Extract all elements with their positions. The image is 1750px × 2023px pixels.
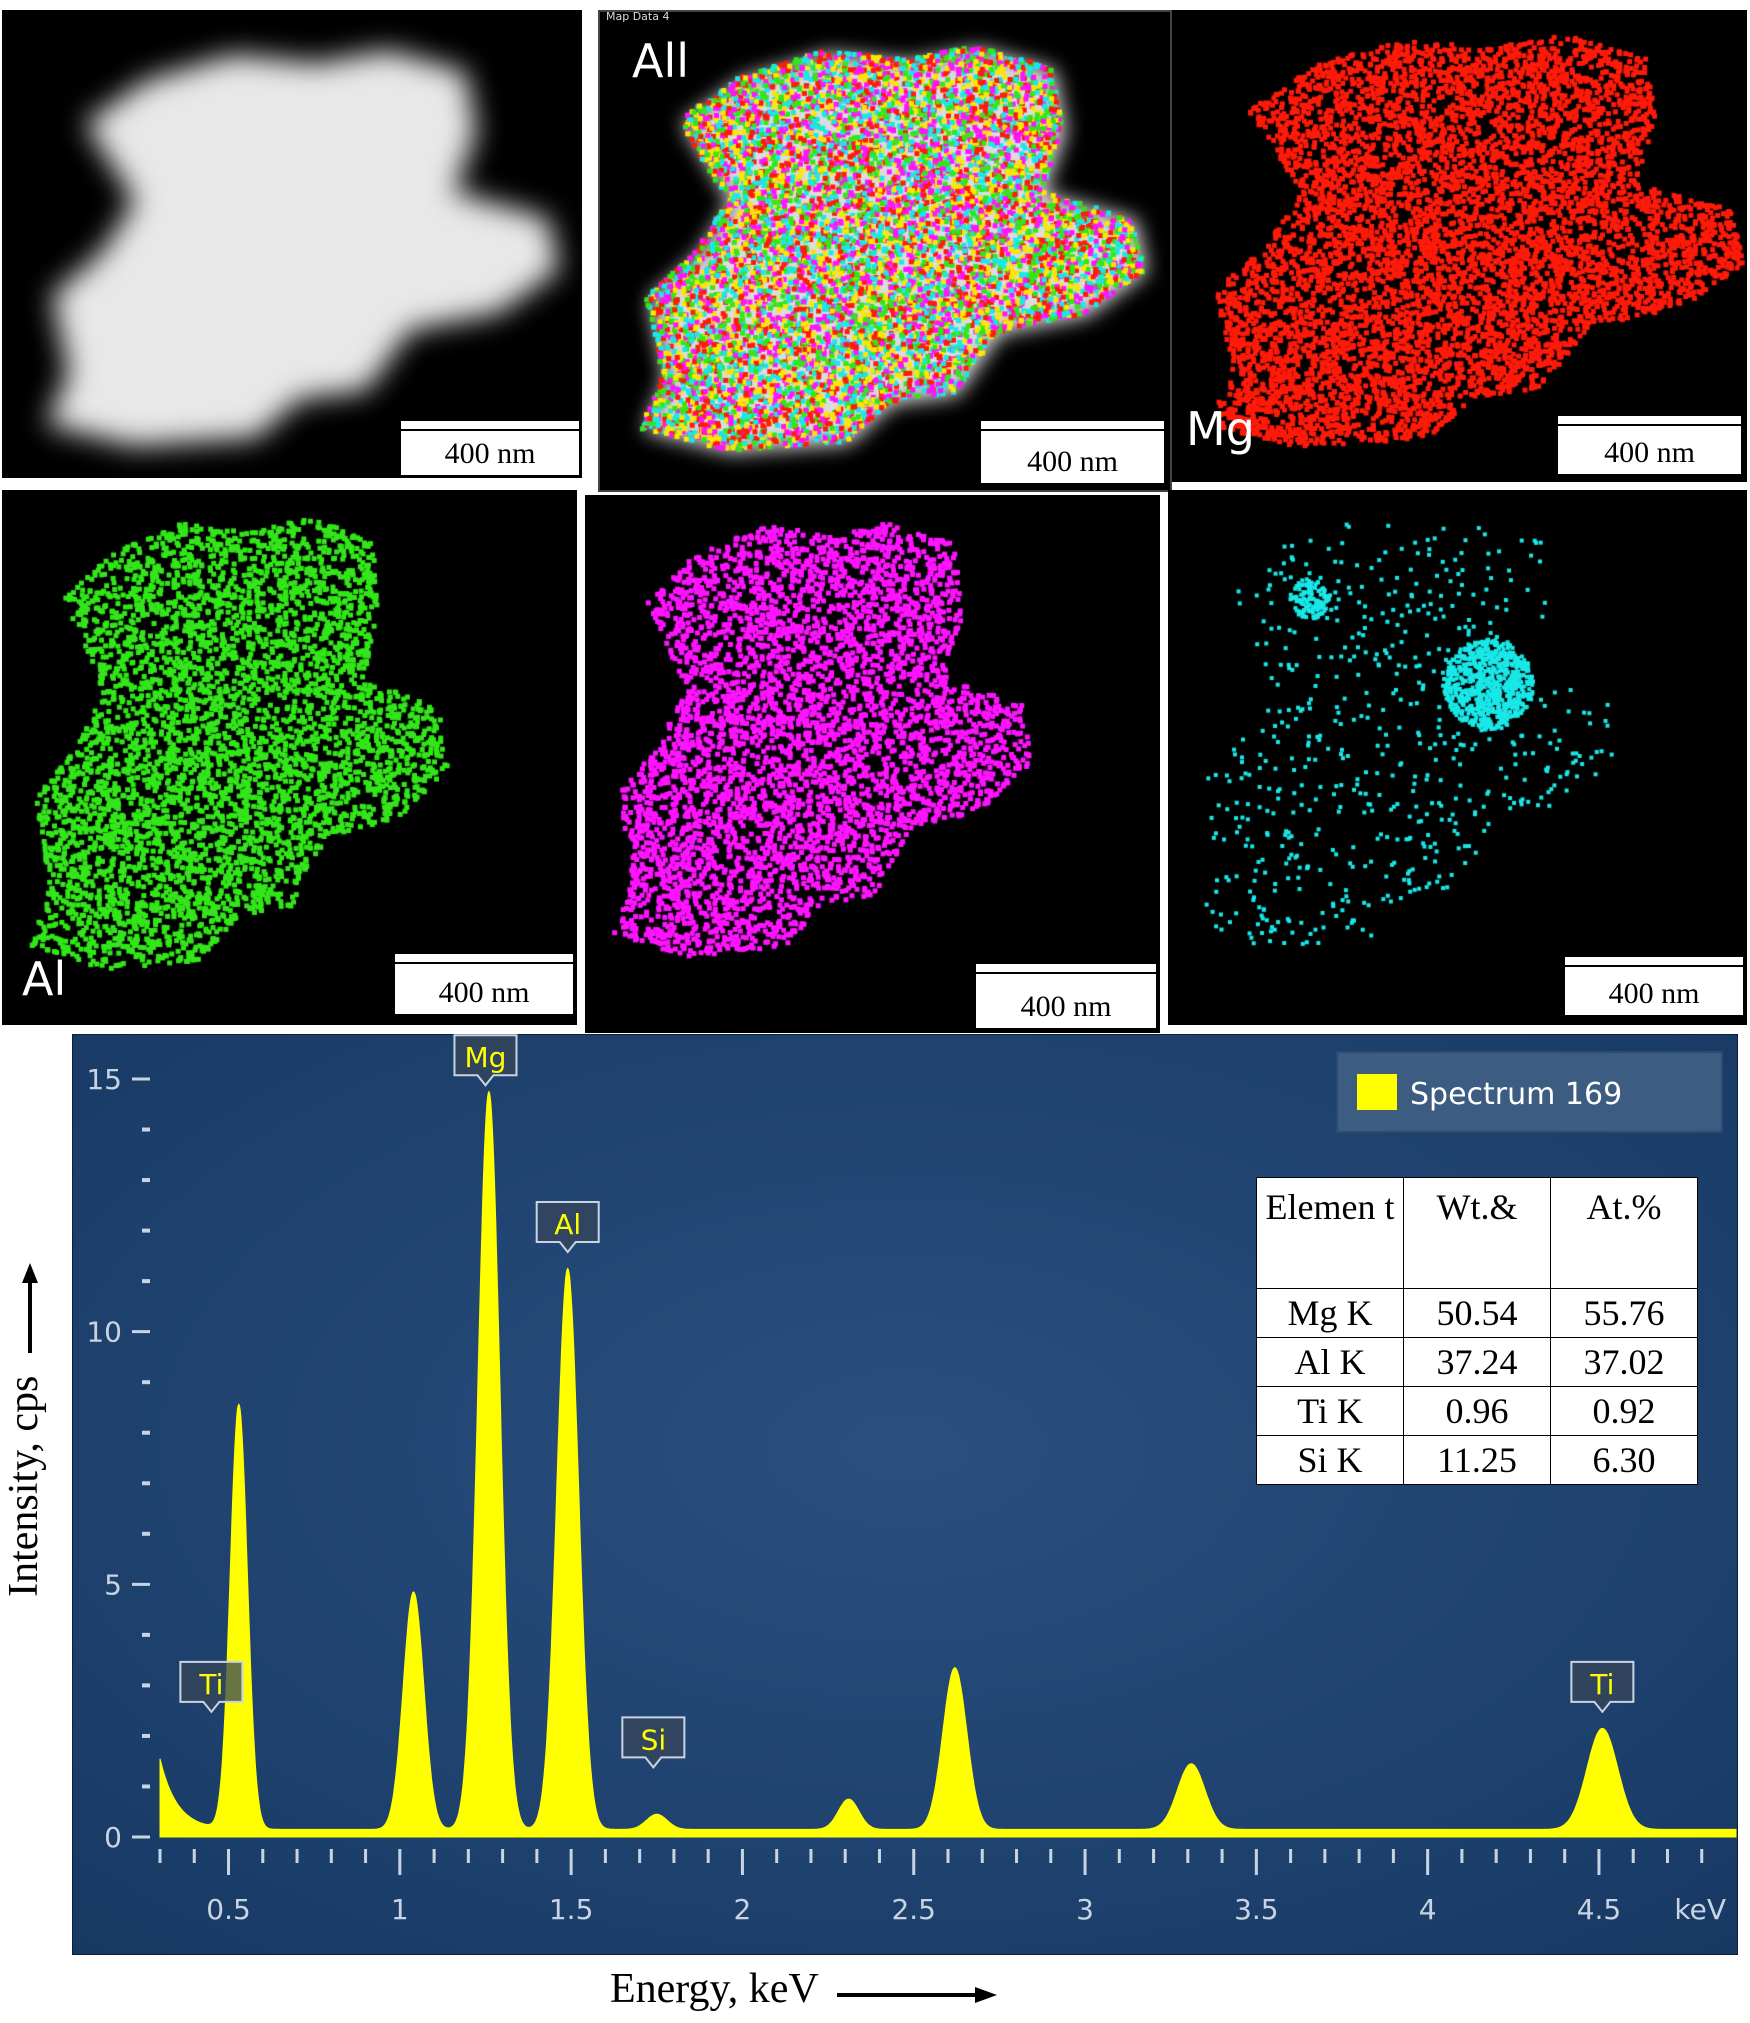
eds-spectrum-chart: 0 5 10 15 0.5 1 1.5 2 2.5 3 3.5 4 4.5 keV Ti Mg Al Si Ti… (72, 1034, 1738, 1955)
mg-map-panel: Mg 400 nm (1172, 10, 1747, 482)
scale-bar-label: 400 nm (1604, 436, 1695, 469)
map-label-mg: Mg (1186, 402, 1255, 456)
scale-bar-label: 400 nm (438, 976, 530, 1009)
scale-bar: 400 nm (1557, 415, 1742, 475)
x-axis-unit: keV (1674, 1893, 1726, 1926)
all-elements-map-panel: Map Data 4 All 400 nm (598, 10, 1172, 492)
table-row: Si K 11.25 6.30 (1256, 1435, 1698, 1485)
y-tick-label: 15 (86, 1063, 122, 1096)
map-header: Map Data 4 (606, 10, 670, 23)
composition-table: Elemen t Wt.& At.% Mg K 50.54 55.76 Al K… (1256, 1177, 1698, 1485)
table-cell: 11.25 (1403, 1435, 1551, 1485)
si-map (1168, 490, 1747, 1025)
table-header-row: Elemen t Wt.& At.% (1256, 1177, 1698, 1289)
legend-swatch (1357, 1074, 1397, 1110)
peak-label-ti: Ti (179, 1660, 244, 1714)
y-axis-label: Intensity, cps (1, 1375, 47, 1597)
peak-label-ti: Ti (1570, 1660, 1635, 1714)
table-header-cell: At.% (1550, 1177, 1698, 1289)
mg-map (1172, 10, 1747, 482)
x-axis-title: Energy, keV (610, 1965, 997, 2016)
legend-label: Spectrum 169 (1410, 1077, 1622, 1112)
al-map (2, 490, 577, 1025)
scale-bar: 400 nm (980, 420, 1165, 484)
scale-bar: 400 nm (1564, 956, 1744, 1016)
scale-bar: 400 nm (394, 953, 574, 1015)
scale-bar: 400 nm (975, 963, 1157, 1029)
scale-bar-label: 400 nm (444, 437, 536, 470)
peak-label-si: Si (621, 1716, 686, 1770)
ti-map (585, 495, 1160, 1033)
table-cell: 0.96 (1403, 1386, 1551, 1436)
table-cell: 50.54 (1403, 1288, 1551, 1338)
table-cell: 6.30 (1550, 1435, 1698, 1485)
y-axis-arrow-icon (3, 1263, 51, 1354)
scale-bar-label: 400 nm (1027, 445, 1118, 478)
peak-label-mg: Mg (453, 1034, 518, 1087)
x-tick-label: 0.5 (206, 1893, 251, 1926)
table-cell: Si K (1256, 1435, 1404, 1485)
table-header-cell: Elemen t (1256, 1177, 1404, 1289)
haadf-image-panel: 400 nm (2, 10, 582, 478)
table-cell: Al K (1256, 1337, 1404, 1387)
scale-bar: 400 nm (400, 420, 580, 476)
peak-label-text: Al (554, 1208, 581, 1241)
peak-label-text: Mg (465, 1041, 507, 1074)
scale-bar-label: 400 nm (1020, 990, 1112, 1023)
haadf-image (2, 10, 582, 478)
all-elements-map (600, 12, 1170, 490)
y-tick-label: 5 (104, 1568, 122, 1601)
table-header-cell: Wt.& (1403, 1177, 1551, 1289)
x-tick-label: 4.5 (1577, 1893, 1622, 1926)
table-row: Al K 37.24 37.02 (1256, 1337, 1698, 1387)
table-row: Mg K 50.54 55.76 (1256, 1288, 1698, 1338)
x-tick-label: 1 (391, 1893, 409, 1926)
scale-bar-label: 400 nm (1608, 977, 1700, 1010)
x-axis-arrow-icon (836, 1968, 997, 2016)
x-axis-label: Energy, keV (610, 1966, 819, 2012)
si-map-panel: 400 nm (1168, 490, 1747, 1025)
legend: Spectrum 169 (1336, 1051, 1723, 1133)
y-axis-title: Intensity, cps (0, 1150, 60, 1710)
table-cell: Mg K (1256, 1288, 1404, 1338)
peak-label-text: Si (641, 1723, 667, 1756)
x-tick-label: 3 (1076, 1893, 1094, 1926)
table-cell: Ti K (1256, 1386, 1404, 1436)
map-label-al: Al (22, 952, 67, 1006)
y-tick-label: 10 (86, 1316, 122, 1349)
x-tick-label: 4 (1419, 1893, 1437, 1926)
al-map-panel: Al 400 nm (2, 490, 577, 1025)
x-tick-label: 3.5 (1234, 1893, 1279, 1926)
peak-label-text: Ti (198, 1668, 223, 1701)
map-label-all: All (632, 34, 690, 88)
x-tick-label: 2 (734, 1893, 752, 1926)
peak-label-al: Al (535, 1200, 600, 1254)
x-tick-label: 2.5 (891, 1893, 936, 1926)
ti-map-panel: 400 nm (585, 495, 1160, 1033)
spectrum-series-spectrum-169 (159, 1090, 1737, 1838)
table-cell: 37.02 (1550, 1337, 1698, 1387)
peak-label-text: Ti (1589, 1668, 1614, 1701)
table-cell: 37.24 (1403, 1337, 1551, 1387)
table-cell: 55.76 (1550, 1288, 1698, 1338)
table-cell: 0.92 (1550, 1386, 1698, 1436)
y-tick-label: 0 (104, 1821, 122, 1854)
table-row: Ti K 0.96 0.92 (1256, 1386, 1698, 1436)
x-tick-label: 1.5 (549, 1893, 594, 1926)
